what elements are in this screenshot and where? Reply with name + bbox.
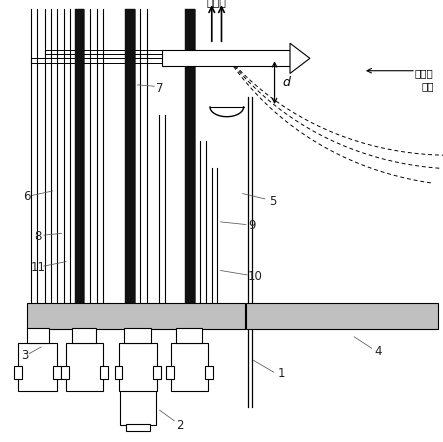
Bar — [72, 328, 97, 343]
Bar — [125, 9, 135, 303]
Bar — [122, 371, 153, 385]
Text: 4: 4 — [375, 345, 382, 358]
Text: 7: 7 — [156, 82, 163, 95]
Polygon shape — [290, 43, 310, 73]
Bar — [14, 366, 22, 379]
Bar — [119, 343, 156, 391]
Text: 11: 11 — [31, 261, 46, 274]
Bar — [171, 343, 208, 391]
Bar — [115, 366, 123, 379]
Bar — [185, 9, 195, 303]
Text: d: d — [283, 76, 290, 89]
Bar — [153, 366, 161, 379]
Bar — [53, 366, 61, 379]
Bar — [125, 424, 150, 431]
Text: 待辐照
流体: 待辐照 流体 — [415, 68, 434, 91]
Text: 3: 3 — [21, 349, 28, 362]
Bar — [124, 328, 151, 343]
Text: 6: 6 — [23, 190, 31, 203]
Bar — [75, 9, 85, 303]
Text: 5: 5 — [268, 194, 276, 208]
Bar — [120, 385, 156, 425]
Bar — [246, 303, 438, 329]
Bar — [62, 366, 70, 379]
Bar — [18, 343, 57, 391]
Bar — [66, 343, 104, 391]
Text: 8: 8 — [35, 230, 42, 243]
Bar — [100, 366, 108, 379]
Bar — [27, 328, 49, 343]
Bar — [27, 303, 245, 329]
Text: 2: 2 — [176, 419, 183, 432]
Text: 9: 9 — [249, 219, 256, 232]
Bar — [176, 328, 202, 343]
Bar — [166, 366, 174, 379]
Text: 10: 10 — [247, 270, 262, 283]
Text: 1: 1 — [277, 367, 285, 380]
Bar — [205, 366, 213, 379]
Polygon shape — [162, 50, 290, 66]
Text: 电子束: 电子束 — [206, 0, 226, 8]
